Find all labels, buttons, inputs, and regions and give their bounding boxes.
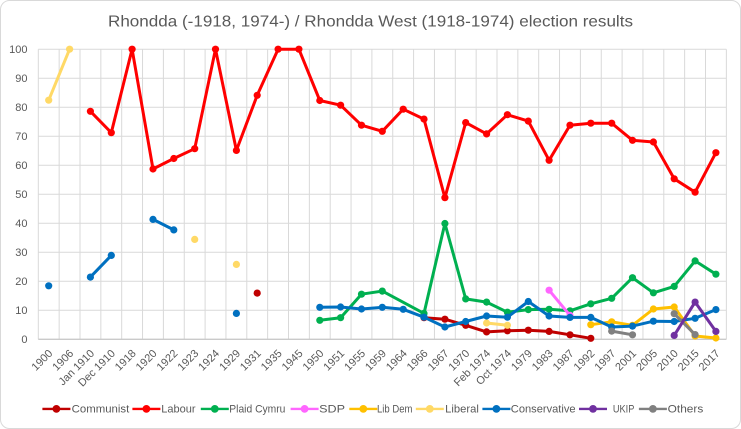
svg-text:Plaid Cymru: Plaid Cymru [229,403,285,415]
svg-text:30: 30 [15,247,27,259]
svg-text:100: 100 [9,44,27,56]
svg-text:Communist: Communist [72,403,130,415]
svg-text:10: 10 [15,305,27,317]
svg-text:0: 0 [21,334,27,346]
svg-text:Lib Dem: Lib Dem [377,403,412,415]
svg-text:Liberal: Liberal [445,403,479,415]
svg-text:50: 50 [15,189,27,201]
svg-text:20: 20 [15,276,27,288]
svg-text:40: 40 [15,218,27,230]
svg-text:Others: Others [668,403,704,415]
svg-text:SDP: SDP [319,403,345,415]
svg-text:90: 90 [15,73,27,85]
svg-text:60: 60 [15,160,27,172]
svg-text:Conservative: Conservative [511,403,576,415]
svg-text:80: 80 [15,102,27,114]
svg-text:UKIP: UKIP [613,403,635,415]
svg-text:70: 70 [15,131,27,143]
svg-text:Labour: Labour [161,403,196,415]
svg-text:Rhondda (-1918, 1974-) / Rhond: Rhondda (-1918, 1974-) / Rhondda West (1… [108,14,633,31]
